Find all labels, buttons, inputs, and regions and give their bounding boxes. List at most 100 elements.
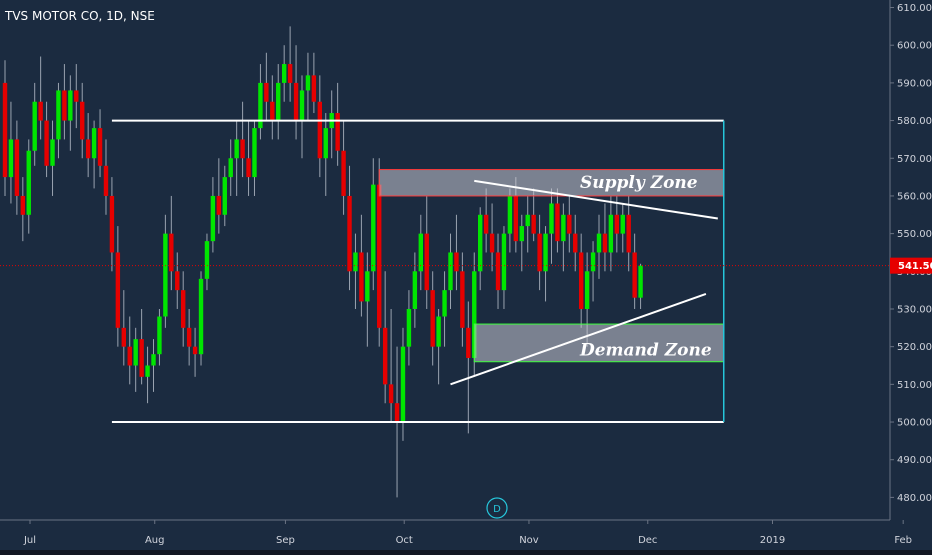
candle-body-40[interactable] [240,139,245,159]
candle-body-18[interactable] [109,195,115,253]
candle-body-67[interactable] [400,346,406,423]
candle-body-0[interactable] [2,82,8,178]
candle-body-92[interactable] [549,203,554,234]
candle-body-103[interactable] [614,214,620,234]
candle-body-84[interactable] [501,233,507,291]
candle-body-8[interactable] [50,139,55,166]
candle-body-48[interactable] [287,64,293,83]
candle-body-33[interactable] [198,278,204,355]
candle-body-6[interactable] [38,101,43,121]
candle-body-63[interactable] [377,184,382,328]
candle-body-26[interactable] [157,316,162,355]
candle-body-101[interactable] [602,233,608,253]
candle-body-4[interactable] [26,150,31,215]
interval-badge-circle[interactable] [486,497,508,519]
candle-body-54[interactable] [323,128,328,159]
candle-body-72[interactable] [430,290,435,347]
candle-body-95[interactable] [567,214,572,234]
candle-body-23[interactable] [139,339,144,377]
candle-body-51[interactable] [305,75,311,91]
candle-body-3[interactable] [20,195,26,215]
candle-body-75[interactable] [448,252,453,291]
candle-body-5[interactable] [32,101,37,151]
candle-body-68[interactable] [406,308,412,347]
candle-body-42[interactable] [252,128,257,178]
candle-body-45[interactable] [270,101,275,121]
candle-body-32[interactable] [192,346,198,355]
interval-badge[interactable]: D [486,497,508,519]
candle-body-9[interactable] [56,90,61,140]
zone-rect-1[interactable] [473,323,725,363]
candle-body-53[interactable] [317,101,323,159]
candle-body-89[interactable] [531,214,536,234]
candle-body-10[interactable] [62,90,67,121]
trendline-1[interactable] [450,292,707,386]
candle-body-14[interactable] [85,139,91,159]
candle-body-22[interactable] [133,339,138,366]
candle-body-25[interactable] [151,354,156,366]
candle-body-44[interactable] [264,82,269,102]
candle-body-76[interactable] [454,252,459,272]
candle-body-83[interactable] [495,252,501,291]
candle-body-38[interactable] [228,158,233,178]
candle-body-73[interactable] [436,316,441,347]
candle-body-98[interactable] [584,271,590,309]
candle-body-70[interactable] [418,233,423,272]
candle-body-2[interactable] [14,139,20,196]
candle-body-30[interactable] [181,290,186,328]
y-axis-panel[interactable] [890,0,932,550]
candle-body-7[interactable] [44,120,49,166]
candle-body-69[interactable] [412,271,418,309]
candle-body-97[interactable] [578,252,584,309]
candle-body-34[interactable] [204,241,210,279]
candle-body-56[interactable] [335,113,340,151]
candle-body-13[interactable] [80,101,85,140]
candle-body-65[interactable] [388,384,394,404]
candle-body-29[interactable] [175,271,180,291]
candle-body-93[interactable] [555,203,560,242]
candle-body-20[interactable] [121,327,126,347]
candle-body-78[interactable] [466,327,471,358]
candle-body-31[interactable] [186,327,192,347]
candle-body-80[interactable] [478,214,483,272]
candle-body-60[interactable] [359,252,364,302]
candle-body-82[interactable] [489,233,495,253]
candle-body-94[interactable] [561,214,566,242]
candle-body-47[interactable] [281,64,287,83]
candle-body-91[interactable] [543,233,548,272]
candle-body-17[interactable] [103,165,109,196]
candle-body-58[interactable] [347,195,352,272]
candle-body-16[interactable] [97,128,103,166]
candle-body-87[interactable] [519,226,524,242]
candle-body-62[interactable] [371,184,376,272]
candle-body-88[interactable] [525,214,530,227]
candle-body-49[interactable] [293,82,299,121]
candle-body-19[interactable] [115,252,121,328]
candle-body-77[interactable] [460,271,465,328]
candle-body-96[interactable] [573,233,578,253]
candle-body-28[interactable] [169,233,174,272]
candle-body-61[interactable] [365,271,370,302]
candle-body-90[interactable] [537,233,542,272]
candle-body-107[interactable] [638,265,643,298]
candle-body-27[interactable] [163,233,168,317]
candle-body-81[interactable] [483,214,489,234]
candle-body-11[interactable] [68,90,73,121]
candle-body-59[interactable] [353,252,358,272]
trendline-0[interactable] [474,179,718,220]
candle-body-1[interactable] [8,139,14,178]
candle-body-102[interactable] [608,214,614,253]
candle-body-50[interactable] [299,90,305,121]
candle-body-66[interactable] [394,403,400,423]
candle-body-52[interactable] [311,75,317,102]
candle-body-35[interactable] [210,195,216,242]
candle-body-43[interactable] [258,82,263,129]
candle-body-79[interactable] [472,271,477,358]
candle-body-100[interactable] [596,233,602,253]
candle-body-36[interactable] [216,195,222,215]
candle-body-37[interactable] [222,177,227,215]
candle-body-74[interactable] [442,290,447,317]
x-axis[interactable]: Jul Aug Sep Oct Nov Dec 2019 Feb [23,520,912,546]
candle-body-104[interactable] [620,214,625,234]
